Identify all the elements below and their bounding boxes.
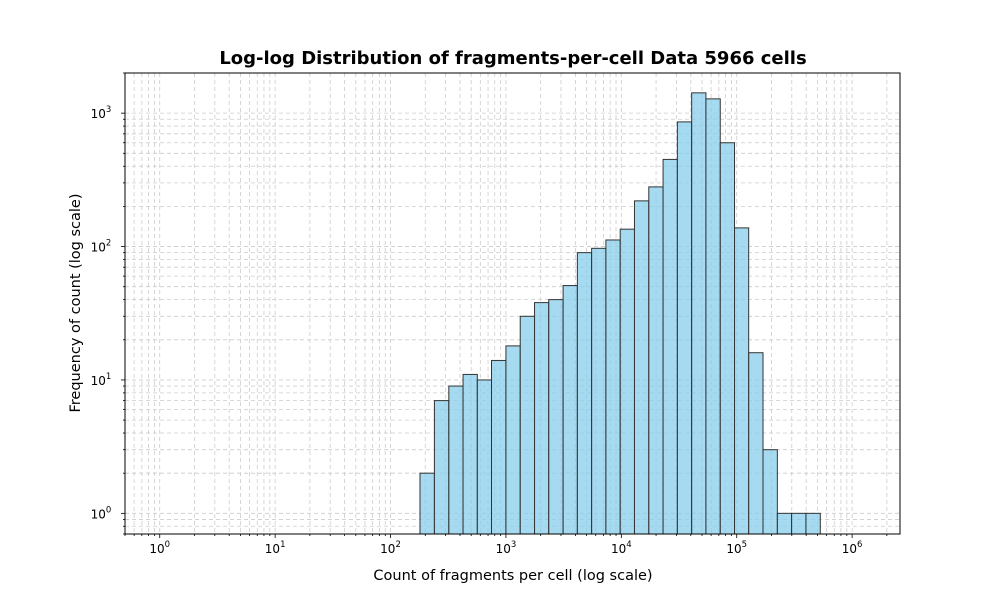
histogram-bar [648, 186, 664, 535]
histogram-bar [605, 239, 621, 535]
histogram-bar [805, 512, 821, 535]
histogram-bar [791, 512, 807, 535]
histogram-bar [548, 299, 564, 535]
histogram-bar [476, 379, 493, 535]
histogram-bar [491, 359, 507, 535]
histogram-bar [633, 200, 650, 535]
histogram-bar [676, 121, 693, 535]
histogram-bar [448, 385, 464, 535]
histogram-bar [562, 285, 578, 535]
histogram-bar [662, 158, 678, 535]
histogram-bar [748, 352, 764, 535]
histogram-bar [505, 345, 521, 535]
chart-title: Log-log Distribution of fragments-per-ce… [219, 48, 806, 69]
histogram-bar [762, 449, 778, 535]
x-axis-label: Count of fragments per cell (log scale) [373, 568, 652, 584]
histogram-bar [519, 315, 536, 535]
y-tick-label: 102 [91, 239, 112, 255]
histogram-bar [591, 247, 607, 535]
histogram-bar [719, 142, 736, 535]
histogram-bar [419, 472, 435, 535]
histogram-bars [419, 92, 821, 535]
histogram-bar [462, 373, 478, 535]
y-tick-label: 101 [91, 372, 112, 388]
histogram-bar [705, 98, 721, 535]
y-tick-label: 103 [91, 105, 112, 121]
histogram-bar [534, 302, 550, 535]
histogram-bar [619, 228, 635, 535]
histogram-bar [691, 92, 707, 535]
x-tick-label: 102 [380, 540, 401, 556]
histogram-bar [433, 400, 450, 535]
histogram-bar [776, 512, 793, 535]
y-tick-label: 100 [91, 505, 112, 521]
x-tick-label: 100 [149, 540, 170, 556]
axis-ticks: 100 101 102 103 104 105 106 100 101 102 103 [91, 72, 888, 556]
x-tick-label: 106 [842, 540, 863, 556]
histogram-bar [734, 227, 750, 535]
x-tick-label: 101 [265, 540, 286, 556]
histogram-bar [576, 252, 593, 535]
y-axis-label: Frequency of count (log scale) [68, 193, 84, 412]
x-tick-label: 104 [611, 540, 632, 556]
plot-frame [124, 72, 901, 535]
x-tick-label: 103 [496, 540, 517, 556]
x-tick-label: 105 [726, 540, 747, 556]
